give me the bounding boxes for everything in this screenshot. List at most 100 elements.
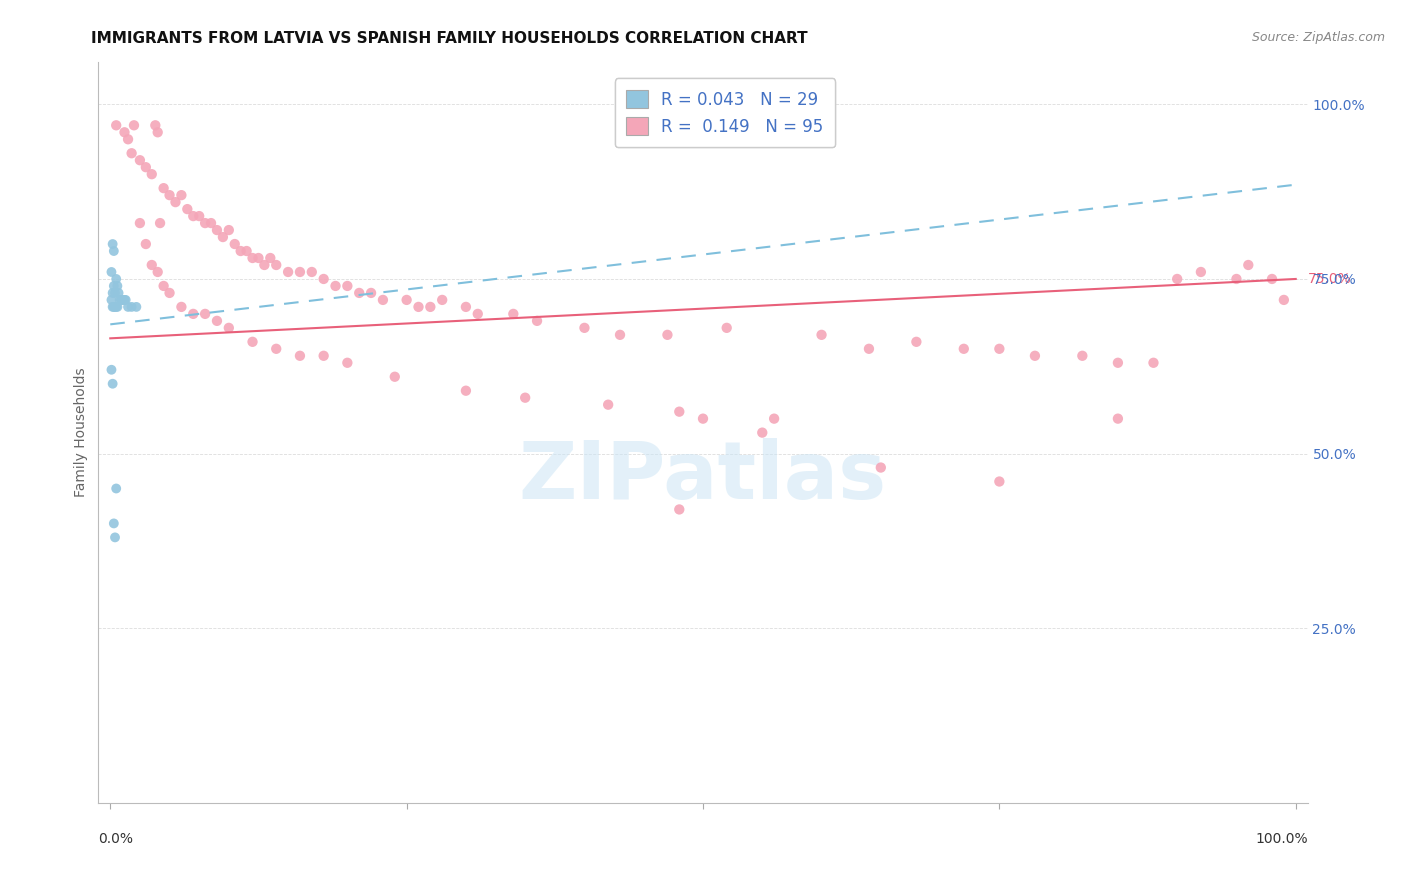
Point bbox=[1107, 356, 1129, 370]
Point bbox=[101, 376, 124, 391]
Point bbox=[125, 300, 148, 314]
Point bbox=[103, 516, 125, 531]
Point bbox=[454, 384, 477, 398]
Point bbox=[112, 293, 135, 307]
Point bbox=[952, 342, 974, 356]
Point bbox=[103, 279, 125, 293]
Point bbox=[229, 244, 252, 258]
Point bbox=[135, 160, 157, 174]
Point bbox=[104, 300, 127, 314]
Text: IMMIGRANTS FROM LATVIA VS SPANISH FAMILY HOUSEHOLDS CORRELATION CHART: IMMIGRANTS FROM LATVIA VS SPANISH FAMILY… bbox=[91, 31, 808, 46]
Point bbox=[988, 475, 1011, 489]
Point bbox=[101, 285, 124, 300]
Point bbox=[205, 223, 228, 237]
Point bbox=[259, 251, 281, 265]
Point bbox=[869, 460, 891, 475]
Point bbox=[312, 272, 335, 286]
Point bbox=[149, 216, 172, 230]
Point bbox=[668, 405, 690, 419]
Point bbox=[419, 300, 441, 314]
Point bbox=[325, 279, 347, 293]
Y-axis label: Family Households: Family Households bbox=[75, 368, 89, 498]
Point bbox=[336, 356, 359, 370]
Point bbox=[432, 293, 454, 307]
Point bbox=[104, 285, 127, 300]
Point bbox=[763, 411, 786, 425]
Point bbox=[242, 251, 264, 265]
Point bbox=[194, 216, 217, 230]
Point bbox=[609, 327, 631, 342]
Point bbox=[181, 209, 204, 223]
Point bbox=[141, 167, 163, 181]
Point bbox=[159, 285, 181, 300]
Point bbox=[408, 300, 430, 314]
Point bbox=[574, 321, 596, 335]
Point bbox=[395, 293, 418, 307]
Point bbox=[277, 265, 299, 279]
Point bbox=[152, 181, 174, 195]
Point bbox=[205, 314, 228, 328]
Text: 100.0%: 100.0% bbox=[1256, 832, 1308, 847]
Point bbox=[312, 349, 335, 363]
Point bbox=[598, 398, 620, 412]
Point bbox=[143, 118, 166, 132]
Point bbox=[105, 279, 128, 293]
Point bbox=[467, 307, 489, 321]
Text: Source: ZipAtlas.com: Source: ZipAtlas.com bbox=[1251, 31, 1385, 45]
Point bbox=[117, 300, 139, 314]
Point bbox=[105, 482, 128, 496]
Point bbox=[384, 369, 406, 384]
Point bbox=[235, 244, 257, 258]
Point bbox=[905, 334, 928, 349]
Point bbox=[858, 342, 880, 356]
Point bbox=[114, 125, 136, 139]
Point bbox=[103, 244, 125, 258]
Point bbox=[264, 258, 287, 272]
Point bbox=[194, 307, 217, 321]
Point bbox=[105, 272, 128, 286]
Point bbox=[218, 321, 240, 335]
Text: 0.0%: 0.0% bbox=[98, 832, 134, 847]
Point bbox=[105, 300, 128, 314]
Point bbox=[101, 300, 124, 314]
Point bbox=[146, 125, 169, 139]
Point bbox=[121, 146, 143, 161]
Point bbox=[1237, 258, 1260, 272]
Point bbox=[1142, 356, 1164, 370]
Point bbox=[100, 293, 122, 307]
Point bbox=[1272, 293, 1295, 307]
Point bbox=[716, 321, 738, 335]
Point bbox=[515, 391, 537, 405]
Point bbox=[129, 216, 152, 230]
Point bbox=[1261, 272, 1284, 286]
Point bbox=[114, 293, 136, 307]
Point bbox=[264, 342, 287, 356]
Legend: R = 0.043   N = 29, R =  0.149   N = 95: R = 0.043 N = 29, R = 0.149 N = 95 bbox=[614, 78, 835, 147]
Point bbox=[692, 411, 714, 425]
Point bbox=[188, 209, 211, 223]
Point bbox=[502, 307, 524, 321]
Text: 75.0%: 75.0% bbox=[1308, 272, 1351, 286]
Point bbox=[810, 327, 832, 342]
Point bbox=[1189, 265, 1212, 279]
Point bbox=[114, 293, 136, 307]
Point bbox=[176, 202, 198, 216]
Point bbox=[1107, 411, 1129, 425]
Point bbox=[242, 334, 264, 349]
Point bbox=[100, 363, 122, 377]
Point bbox=[212, 230, 235, 244]
Point bbox=[165, 195, 187, 210]
Point bbox=[170, 300, 193, 314]
Point bbox=[101, 237, 124, 252]
Point bbox=[1024, 349, 1046, 363]
Point bbox=[988, 342, 1011, 356]
Point bbox=[181, 307, 204, 321]
Point bbox=[454, 300, 477, 314]
Point bbox=[668, 502, 690, 516]
Point bbox=[288, 265, 311, 279]
Point bbox=[1225, 272, 1247, 286]
Point bbox=[146, 265, 169, 279]
Point bbox=[100, 265, 122, 279]
Point bbox=[301, 265, 323, 279]
Point bbox=[751, 425, 773, 440]
